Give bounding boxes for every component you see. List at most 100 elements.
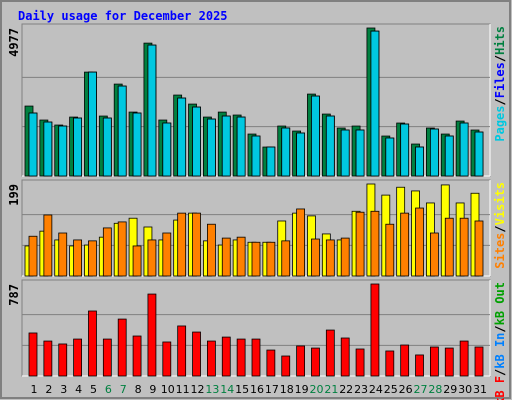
bar	[340, 129, 350, 177]
bar	[400, 344, 410, 377]
bar	[117, 85, 127, 177]
legend-separator: /	[493, 325, 507, 332]
bar	[177, 212, 187, 277]
bar	[444, 347, 454, 377]
bar	[132, 245, 142, 277]
bar	[385, 350, 395, 377]
x-tick-label: 19	[295, 383, 309, 396]
bar	[415, 354, 424, 377]
x-tick-label: 26	[399, 383, 413, 396]
x-tick-label: 23	[354, 383, 368, 396]
bar	[73, 239, 82, 277]
bar	[296, 132, 306, 177]
bar	[370, 30, 380, 177]
bar	[296, 208, 306, 277]
y-tick-label: 787	[7, 284, 21, 306]
bar	[325, 115, 335, 177]
legend: Pages/Files/Hits	[493, 26, 507, 142]
bar	[162, 232, 172, 277]
legend-separator: /	[493, 98, 507, 105]
bar	[221, 115, 231, 177]
bar	[325, 329, 335, 377]
x-tick-label: 1	[31, 383, 38, 396]
bar	[28, 112, 38, 177]
bar	[132, 112, 142, 177]
bar	[296, 345, 306, 377]
bar	[429, 232, 439, 277]
bar	[28, 332, 38, 377]
legend-entry: Visits	[493, 182, 507, 225]
legend-entry: kB Out	[493, 282, 507, 325]
x-tick-label: 12	[191, 383, 205, 396]
bar	[192, 212, 201, 277]
bar	[281, 240, 291, 277]
x-tick-label: 13	[205, 383, 219, 396]
bar	[444, 217, 454, 277]
bar	[311, 347, 320, 377]
bar	[88, 310, 97, 377]
bar	[474, 346, 484, 377]
bar	[177, 325, 187, 377]
x-tick-label: 2	[45, 383, 52, 396]
x-tick-label: 11	[176, 383, 190, 396]
legend-entry: Hits	[493, 26, 507, 55]
bar	[415, 207, 424, 277]
bar	[415, 146, 424, 177]
bar	[385, 223, 395, 277]
bar	[355, 348, 365, 377]
bar	[221, 336, 231, 377]
bar	[340, 337, 350, 377]
bar	[147, 293, 157, 377]
bar	[370, 210, 380, 277]
bar	[88, 240, 97, 277]
bar	[400, 123, 410, 177]
bar	[43, 214, 53, 277]
bar	[474, 131, 484, 177]
x-tick-label: 10	[161, 383, 175, 396]
legend-separator: /	[493, 225, 507, 232]
bar	[162, 341, 172, 377]
legend-separator: /	[493, 369, 507, 376]
bar	[132, 335, 142, 377]
bar	[325, 239, 335, 277]
legend-entry: Sites	[493, 233, 507, 269]
x-tick-label: 16	[250, 383, 264, 396]
bar	[474, 220, 484, 277]
bar	[281, 127, 291, 177]
bar	[102, 117, 112, 177]
x-tick-label: 27	[414, 383, 428, 396]
x-tick-label: 5	[90, 383, 97, 396]
x-tick-label: 24	[369, 383, 383, 396]
bar	[400, 212, 410, 277]
x-tick-label: 15	[235, 383, 249, 396]
bar	[102, 227, 112, 277]
bar	[311, 95, 320, 177]
y-tick-label: 199	[7, 184, 21, 206]
bar	[73, 117, 82, 177]
bar	[206, 118, 216, 177]
bar	[221, 237, 231, 277]
bar	[251, 241, 261, 277]
x-tick-label: 7	[120, 383, 127, 396]
bar	[58, 232, 68, 277]
bar	[281, 355, 291, 377]
bar	[117, 221, 127, 277]
bar	[58, 125, 68, 177]
legend-entry: Files	[493, 62, 507, 98]
bar	[370, 283, 380, 377]
bar	[251, 135, 261, 177]
y-tick-label: 4977	[7, 28, 21, 57]
x-tick-label: 31	[473, 383, 487, 396]
bar	[429, 128, 439, 177]
bar	[206, 223, 216, 277]
bar	[177, 97, 187, 177]
x-tick-label: 18	[280, 383, 294, 396]
bar	[102, 338, 112, 377]
bar	[311, 238, 320, 277]
x-tick-label: 30	[458, 383, 472, 396]
legend-entry: kB F	[493, 376, 507, 400]
bar	[117, 318, 127, 377]
x-tick-label: 25	[384, 383, 398, 396]
